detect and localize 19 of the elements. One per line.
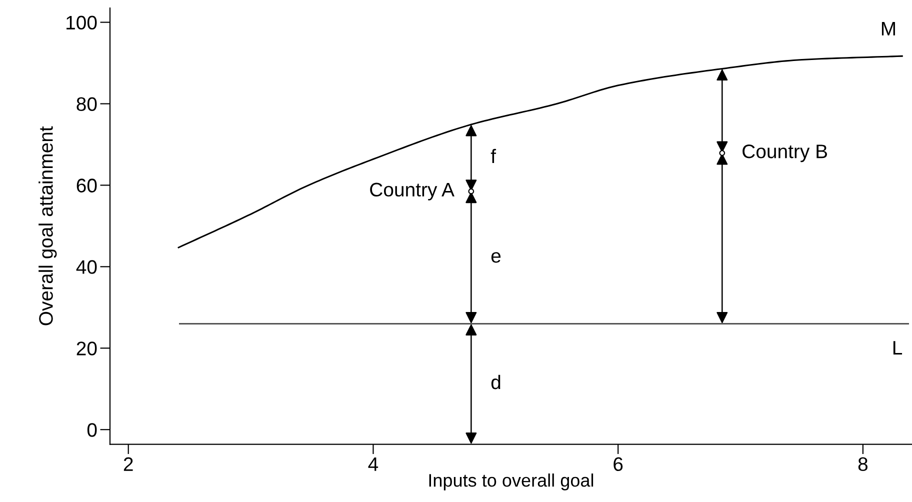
y-tick-label: 100 — [66, 16, 97, 30]
y-axis-title: Overall goal attainment — [38, 126, 57, 326]
annotation: e — [491, 252, 501, 263]
annotation: Country B — [742, 144, 828, 162]
annotation: L — [893, 341, 902, 354]
annotation: M — [882, 22, 895, 36]
annotation: Country A — [370, 182, 454, 200]
y-tick-label: 40 — [76, 260, 97, 274]
x-axis-title: Inputs to overall goal — [429, 474, 594, 490]
y-tick-label: 60 — [76, 178, 97, 192]
annotation: d — [491, 374, 500, 390]
x-tick-label: 4 — [368, 457, 378, 471]
x-tick-label: 2 — [124, 457, 133, 471]
x-tick-label: 6 — [614, 457, 623, 472]
y-tick-label: 20 — [76, 342, 97, 356]
annotation: f — [490, 148, 496, 163]
y-tick-label: 80 — [76, 97, 97, 111]
y-tick-label: 0 — [87, 423, 97, 437]
x-tick-label: 8 — [858, 457, 868, 472]
